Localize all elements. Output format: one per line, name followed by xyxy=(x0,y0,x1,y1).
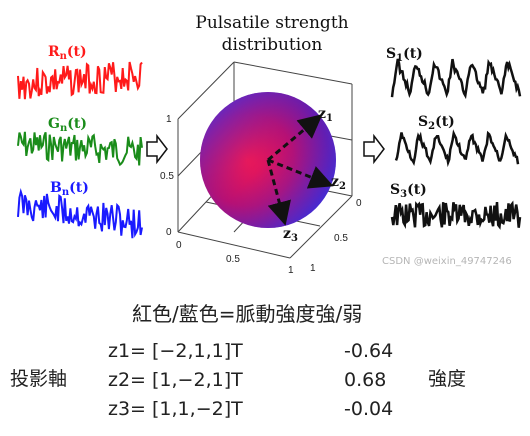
z3-label: z3 xyxy=(283,226,298,244)
b-signal-label: Bn(t) xyxy=(50,180,89,198)
figure-title-line1: Pulsatile strength xyxy=(195,13,349,33)
tick-depth-0.5: 0.5 xyxy=(334,233,348,244)
s3-signal-label: S3(t) xyxy=(390,182,427,200)
row-value-z1: -0.64 xyxy=(344,340,394,362)
tick-vertical-1: 1 xyxy=(166,114,172,125)
s3-signal-trace xyxy=(390,200,522,230)
tick-vertical-0: 0 xyxy=(166,227,172,238)
s3-sub: 3 xyxy=(400,189,408,200)
s3-name: S xyxy=(390,182,401,198)
right-arrow-icon-right xyxy=(363,133,385,165)
z2-sub: 2 xyxy=(338,181,346,192)
row-value-z3: -0.04 xyxy=(344,398,394,420)
z3-name: z xyxy=(283,226,291,242)
s3-arg: (t) xyxy=(407,182,427,198)
s2-arg: (t) xyxy=(435,114,455,130)
z2-name: z xyxy=(331,174,339,190)
g-signal-label: Gn(t) xyxy=(48,116,87,134)
figure-title-line2: distribution xyxy=(221,35,323,55)
row-axis-z2: z2= [1,−2,1]T xyxy=(108,369,243,391)
z1-vector xyxy=(267,114,323,162)
blue-signal-trace xyxy=(17,188,143,239)
watermark-text: CSDN @weixin_49747246 xyxy=(382,256,512,267)
row-axis-z1: z1= [−2,1,1]T xyxy=(108,340,243,362)
s2-sub: 2 xyxy=(428,121,436,132)
b-signal-arg: (t) xyxy=(69,180,89,196)
s1-sub: 1 xyxy=(396,53,404,64)
table-row: z1= [−2,1,1]T -0.64 xyxy=(108,340,408,366)
table-row: z3= [1,1,−2]T -0.04 xyxy=(108,398,408,424)
row-axis-z3: z3= [1,1,−2]T xyxy=(108,398,243,420)
figure-title: Pulsatile strength distribution xyxy=(182,12,362,56)
z1-label: z1 xyxy=(318,106,333,124)
tick-depth-0: 0 xyxy=(176,240,182,251)
right-arrow-icon-left xyxy=(146,133,168,165)
tick-vertical-0.5: 0.5 xyxy=(160,171,174,182)
color-legend-caption: 紅色/藍色=脈動強度強/弱 xyxy=(132,302,363,326)
g-signal-sub: n xyxy=(59,123,68,134)
tick-depth-0-right: 0 xyxy=(356,198,362,209)
z1-name: z xyxy=(318,106,326,122)
z1-sub: 1 xyxy=(325,113,333,124)
g-signal-name: G xyxy=(48,116,60,132)
z2-vector xyxy=(267,158,334,189)
s1-signal-trace xyxy=(390,58,522,100)
s2-signal-trace xyxy=(394,129,520,168)
s2-signal-label: S2(t) xyxy=(418,114,455,132)
s1-signal-label: S1(t) xyxy=(386,46,423,64)
s1-name: S xyxy=(386,46,397,62)
z3-sub: 3 xyxy=(290,233,298,244)
tick-depth-1: 1 xyxy=(310,263,316,274)
row-value-z2: 0.68 xyxy=(344,369,387,391)
projection-axis-label: 投影軸 xyxy=(10,368,68,390)
table-row: z2= [1,−2,1]T 0.68 xyxy=(108,369,408,395)
strength-label: 強度 xyxy=(428,368,467,390)
r-signal-label: Rn(t) xyxy=(48,44,87,62)
tick-bottom-0.5: 0.5 xyxy=(226,254,240,265)
g-signal-arg: (t) xyxy=(67,116,87,132)
red-signal-trace xyxy=(17,61,143,100)
s2-name: S xyxy=(418,114,429,130)
green-signal-trace xyxy=(17,131,143,167)
r-signal-sub: n xyxy=(59,51,67,62)
s1-arg: (t) xyxy=(403,46,423,62)
r-signal-name: R xyxy=(48,44,60,60)
tick-bottom-1: 1 xyxy=(288,265,294,276)
r-signal-arg: (t) xyxy=(66,44,87,60)
b-signal-name: B xyxy=(50,180,62,196)
z2-label: z2 xyxy=(331,174,346,192)
b-signal-sub: n xyxy=(61,187,70,198)
z3-vector xyxy=(266,159,291,226)
